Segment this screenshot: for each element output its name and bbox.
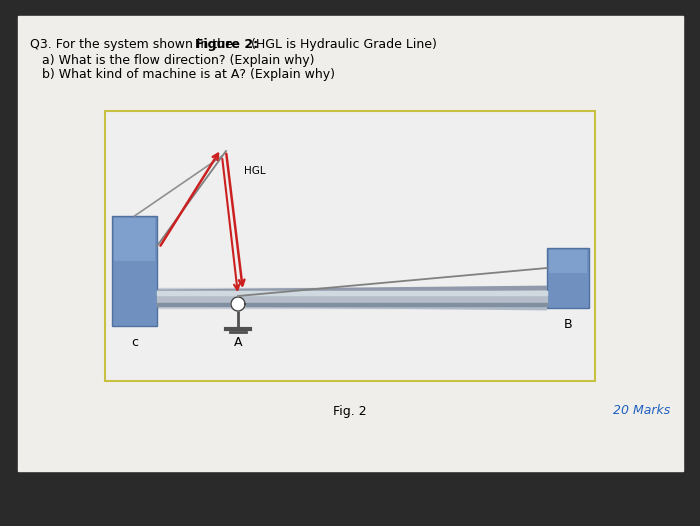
Text: (HGL is Hydraulic Grade Line): (HGL is Hydraulic Grade Line): [247, 38, 437, 51]
Text: a) What is the flow direction? (Explain why): a) What is the flow direction? (Explain …: [42, 54, 314, 67]
Text: B: B: [564, 318, 573, 331]
Text: c: c: [131, 336, 138, 349]
Text: Fig. 2: Fig. 2: [333, 404, 367, 418]
Bar: [547, 248, 589, 308]
Bar: [105, 111, 595, 381]
Bar: [549, 250, 587, 273]
Text: 20 Marks: 20 Marks: [612, 404, 670, 418]
Bar: [18, 16, 683, 471]
Text: Figure 2:: Figure 2:: [195, 38, 258, 51]
Text: A: A: [234, 336, 242, 349]
Polygon shape: [231, 297, 245, 311]
Text: b) What kind of machine is at A? (Explain why): b) What kind of machine is at A? (Explai…: [42, 68, 335, 81]
Text: HGL: HGL: [244, 166, 265, 176]
Text: Q3. For the system shown in the: Q3. For the system shown in the: [30, 38, 237, 51]
Bar: [112, 216, 157, 326]
Bar: [114, 218, 155, 261]
